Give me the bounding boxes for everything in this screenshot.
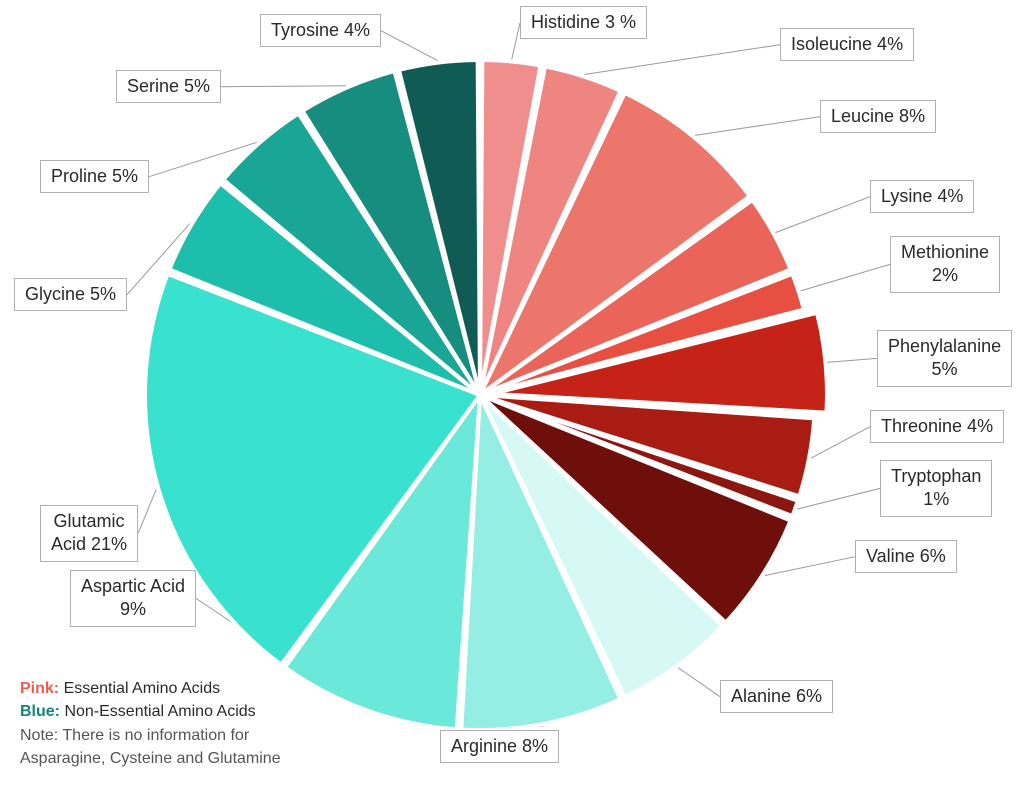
label-tryptophan: Tryptophan1%	[880, 460, 992, 517]
label-tyrosine: Tyrosine 4%	[260, 14, 381, 47]
label-glycine: Glycine 5%	[14, 278, 127, 311]
label-lysine: Lysine 4%	[870, 180, 974, 213]
label-proline: Proline 5%	[40, 160, 149, 193]
label-leucine: Leucine 8%	[820, 100, 936, 133]
legend-pink-text: Essential Amino Acids	[59, 680, 220, 697]
legend-blue: Blue: Non-Essential Amino Acids	[20, 700, 281, 723]
legend-blue-text: Non-Essential Amino Acids	[60, 703, 256, 720]
leader-line	[695, 117, 820, 136]
leader-line	[584, 45, 780, 75]
leader-line	[512, 23, 520, 60]
label-threonine: Threonine 4%	[870, 410, 1004, 443]
legend-pink-prefix: Pink:	[20, 680, 59, 697]
legend-note-line1: Note: There is no information for	[20, 724, 281, 747]
label-arginine: Arginine 8%	[440, 730, 559, 763]
leader-line	[138, 489, 156, 533]
label-histidine: Histidine 3 %	[520, 6, 647, 39]
leader-line	[801, 264, 890, 290]
label-phenylalanine: Phenylalanine5%	[877, 330, 1012, 387]
legend: Pink: Essential Amino Acids Blue: Non-Es…	[20, 677, 281, 770]
leader-line	[678, 668, 720, 697]
label-serine: Serine 5%	[116, 70, 221, 103]
label-methionine: Methionine2%	[890, 236, 1000, 293]
label-glutamic-acid: GlutamicAcid 21%	[40, 505, 138, 562]
leader-line	[765, 557, 855, 576]
legend-pink: Pink: Essential Amino Acids	[20, 677, 281, 700]
label-aspartic-acid: Aspartic Acid9%	[70, 570, 196, 627]
label-valine: Valine 6%	[855, 540, 957, 573]
leader-line	[221, 86, 346, 87]
leader-line	[775, 197, 870, 233]
label-isoleucine: Isoleucine 4%	[780, 28, 914, 61]
label-alanine: Alanine 6%	[720, 680, 833, 713]
leader-line	[797, 488, 880, 509]
pie-chart: Histidine 3 % Isoleucine 4% Leucine 8% Lysi…	[0, 0, 1024, 790]
legend-note-line2: Asparagine, Cysteine and Glutamine	[20, 747, 281, 770]
leader-line	[811, 427, 870, 458]
leader-line	[381, 31, 438, 61]
legend-blue-prefix: Blue:	[20, 703, 60, 720]
